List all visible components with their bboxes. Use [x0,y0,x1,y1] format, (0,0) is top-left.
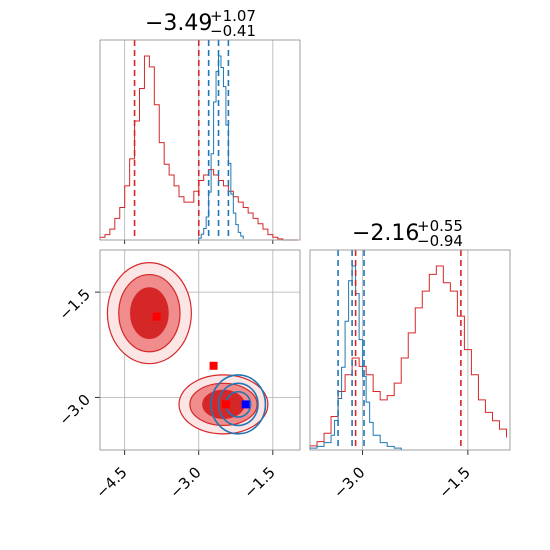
right-xtick-label-0: −3.0 [330,463,368,501]
twod-ytick-label-1: −3.0 [56,391,94,429]
twod-xtick-label-2: −1.5 [240,463,278,501]
title-param-1-sub: −0.41 [210,22,256,40]
marker-1 [209,361,218,370]
title-param-2-sub: −0.94 [417,232,463,250]
right-red-histogram [309,265,507,450]
twod-ytick-label-0: −1.5 [56,285,94,323]
right-frame [309,249,511,451]
marker-2 [221,400,230,409]
title-param-2-main: −2.16 [352,221,419,246]
title-param-1: −3.49 [145,11,212,36]
twod-xtick-label-0: −4.5 [92,463,130,501]
top-blue-histogram [198,55,244,240]
panel-hist-param-1 [99,39,301,244]
top-red-histogram [99,55,298,241]
title-param-2: −2.16 [352,221,419,246]
title-param-1-main: −3.49 [145,11,212,36]
right-blue-histogram [309,265,402,450]
right-xtick-label-1: −1.5 [435,463,473,501]
marker-0 [152,312,161,321]
title-param-2-sup: +0.55 [417,217,463,235]
title-param-1-sup: +1.07 [210,7,256,25]
top-frame [99,39,301,241]
twod-xtick-label-1: −3.0 [166,463,204,501]
panel-2d-density: −4.5 −3.0 −1.5 −1.5 −3.0 [56,249,301,502]
panel-hist-param-2: −3.0 −1.5 [309,249,511,502]
red-contour-0-level-2 [130,287,169,340]
blue-contour-level-1 [217,382,259,427]
twod-frame [99,249,301,451]
marker-3 [241,400,250,409]
blue-contour-level-0 [210,374,267,435]
